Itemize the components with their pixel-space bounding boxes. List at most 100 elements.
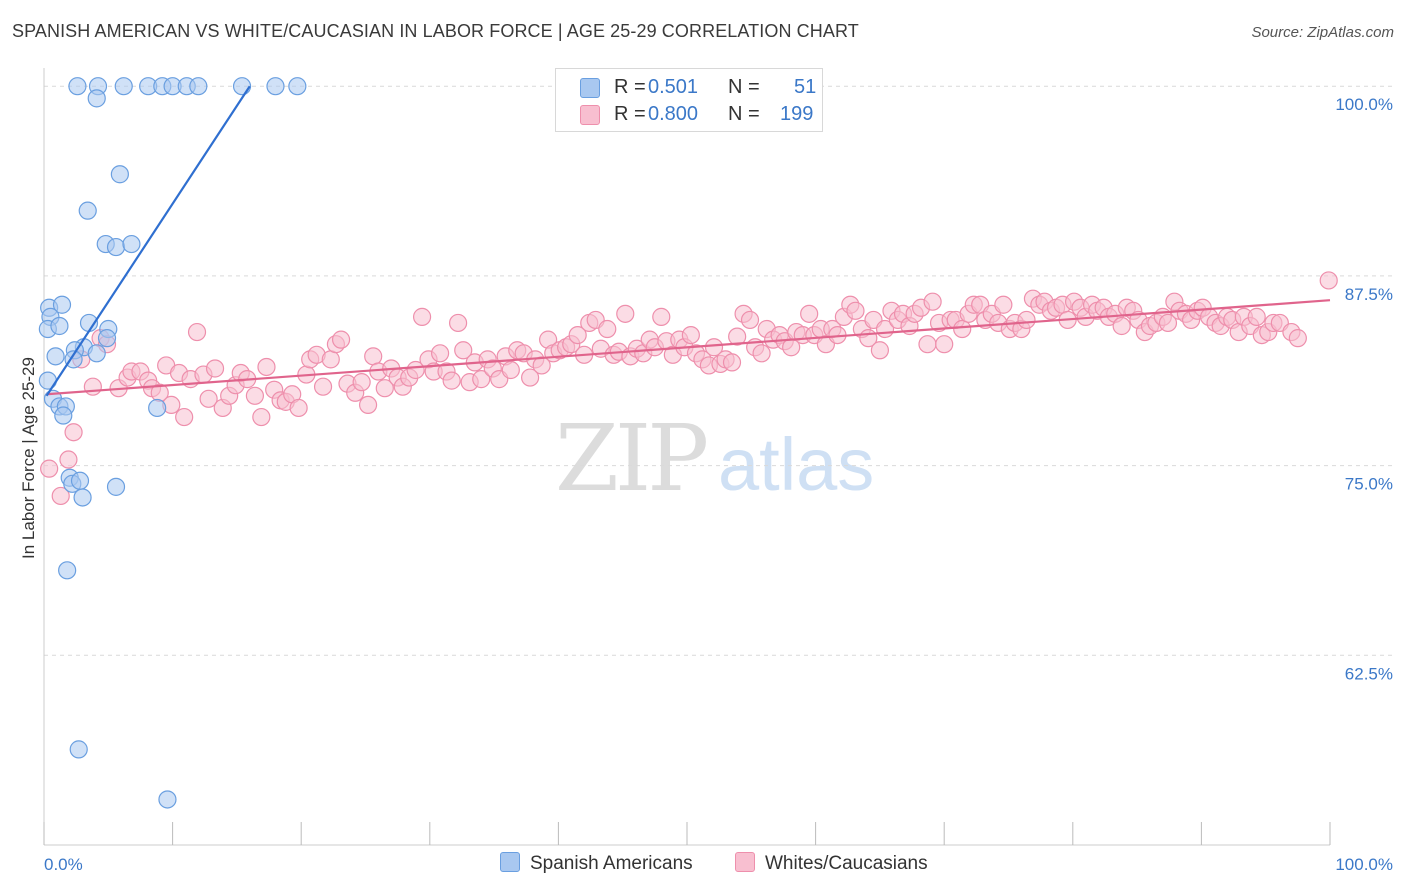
y-tick-label: 75.0% [1345,475,1393,494]
data-point [448,313,468,333]
data-point [1247,307,1266,326]
data-point [175,407,194,427]
data-point [430,344,450,363]
data-point [54,406,73,425]
trendline-spanish-americans [45,85,251,397]
data-point [1017,310,1036,330]
watermark: ZIP atlas [555,405,874,512]
data-point [406,360,425,380]
data-point [846,301,865,320]
data-point [252,407,271,427]
bottom-legend-swatch-blue [500,852,520,872]
x-tick-label: 100.0% [1335,855,1393,874]
data-point [114,77,133,96]
data-point [953,319,972,339]
data-point [352,373,371,392]
data-point [266,77,285,96]
data-point [1319,271,1338,290]
data-point [58,561,77,580]
y-axis-label: In Labor Force | Age 25-29 [19,357,38,559]
series-spanish-americans [38,77,307,809]
data-point [245,386,265,405]
data-point [73,488,92,507]
x-tick-labels: 0.0% 100.0% [44,855,1393,874]
legend-swatch-pink [580,105,600,125]
data-point [568,325,587,345]
bottom-legend-spanish-americans: Spanish Americans [500,852,693,875]
data-point [616,304,635,323]
data-point [728,327,747,346]
data-point [994,295,1013,314]
data-point [598,319,617,339]
data-point [205,359,225,378]
legend-r-value: 0.501 [648,76,699,98]
data-point [412,307,432,326]
data-point [59,450,78,469]
data-point [106,237,126,257]
data-point [681,325,700,345]
data-point [189,77,208,96]
bottom-legend-whites-caucasians: Whites/Caucasians [735,852,928,875]
data-point [40,459,59,478]
data-point [364,347,383,366]
legend-swatch-blue [580,78,600,98]
legend-n-value: 199 [780,103,814,125]
data-point [64,350,83,369]
legend-row-spanish-americans: R = 0.501 N = 51 [556,74,822,102]
data-point [358,395,378,415]
data-point [106,477,126,496]
data-point [78,201,97,220]
watermark-atlas: atlas [718,423,874,506]
data-point [187,322,207,342]
data-point [289,398,308,418]
data-point [257,357,276,377]
axes [43,68,1331,846]
data-point [472,370,491,389]
data-point [97,329,117,348]
chart-title: SPANISH AMERICAN VS WHITE/CAUCASIAN IN L… [12,21,859,41]
data-point [232,77,252,96]
data-point [935,335,954,354]
data-point [87,344,106,363]
data-point [158,790,177,809]
data-point [331,330,351,349]
legend-r-value: 0.800 [648,103,699,125]
y-tick-label: 100.0% [1335,95,1393,114]
data-point [83,377,102,396]
data-point [87,89,106,108]
data-point [50,316,69,336]
data-point [918,335,937,354]
trendline-whites-caucasians [46,299,1331,396]
data-point [288,77,307,96]
data-point [321,350,340,369]
legend-n-label: N = [728,76,760,98]
legend-r-label: R = [614,103,646,125]
legend-n-value: 51 [794,76,817,98]
x-tick-label: 0.0% [44,855,83,874]
data-point [501,360,520,380]
data-point [122,234,141,254]
chart-source: Source: ZipAtlas.com [1251,24,1394,41]
data-point [740,310,760,330]
data-point [752,344,771,363]
data-point [375,379,394,398]
watermark-zip: ZIP [555,405,706,512]
data-point [454,341,473,360]
bottom-legend-label: Spanish Americans [530,853,693,874]
data-point [722,353,742,372]
data-point [923,292,942,311]
data-point [1288,329,1307,348]
trendlines [45,85,1331,397]
bottom-legend-label: Whites/Caucasians [765,853,928,874]
data-point [68,77,87,96]
data-point [70,471,90,490]
data-point [110,165,129,184]
data-point [52,295,72,314]
data-point [148,398,167,418]
y-tick-labels: 62.5% 75.0% 87.5% 100.0% [1335,95,1393,683]
data-point [313,377,333,396]
y-tick-label: 62.5% [1345,664,1393,683]
y-tick-label: 87.5% [1345,285,1393,304]
data-point [1112,316,1131,336]
